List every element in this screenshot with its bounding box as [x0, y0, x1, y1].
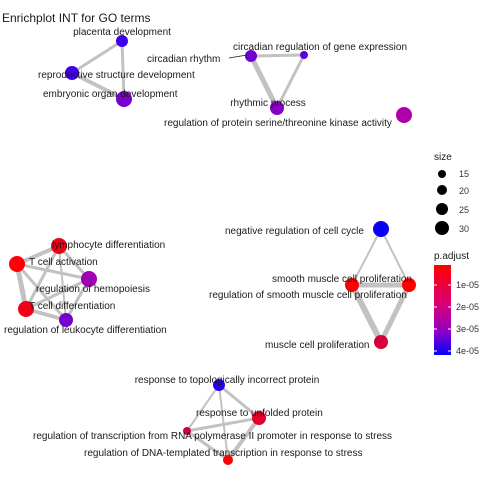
node-label-smcp: smooth muscle cell proliferation: [272, 274, 412, 285]
node-repro: [65, 66, 79, 80]
edge-topo-dnatx: [218, 384, 229, 461]
size-legend-dot-20: [437, 185, 447, 195]
edge-repro-embryonic: [70, 71, 126, 101]
edge-lymph-leuko: [58, 245, 67, 321]
label-leader-line: [228, 54, 248, 59]
padj-tick-1e-05: 1e-05: [456, 280, 479, 290]
node-rhythmic: [270, 101, 284, 115]
edge-hemo-tdiff: [24, 277, 91, 311]
padj-tick-3e-05: 3e-05: [456, 324, 479, 334]
node-label-circadian: circadian rhythm: [147, 54, 220, 65]
node-smcp: [345, 278, 359, 292]
padj-tick-4e-05: 4e-05: [456, 346, 479, 356]
node-label-tact: T cell activation: [29, 257, 98, 268]
node-negcc: [373, 221, 389, 237]
node-label-unfolded: response to unfolded protein: [196, 408, 323, 419]
size-legend-label-20: 20: [459, 186, 469, 196]
node-label-repro: reproductive structure development: [38, 70, 195, 81]
edge-unfolded-dnatx: [226, 416, 261, 462]
edge-placenta-repro: [70, 39, 124, 75]
edge-unfolded-rnapol: [185, 416, 261, 433]
node-label-mcp: muscle cell proliferation: [265, 340, 370, 351]
edge-topo-unfolded: [217, 383, 261, 420]
size-legend-label-15: 15: [459, 169, 469, 179]
label-layer: placenta development reproductive structu…: [4, 27, 412, 459]
node-regsmcp: [402, 278, 416, 292]
edge-topo-rnapol: [186, 384, 220, 432]
node-mcp: [374, 335, 388, 349]
node-hemo: [81, 271, 97, 287]
node-label-rhythmic: rhythmic process: [230, 98, 306, 109]
node-leuko: [59, 313, 73, 327]
node-label-kinase: regulation of protein serine/threonine k…: [164, 118, 392, 129]
node-label-embryonic: embryonic organ development: [43, 89, 178, 100]
node-label-circgene: circadian regulation of gene expression: [233, 42, 407, 53]
edge-rnapol-dnatx: [185, 429, 230, 462]
padj-legend: p.adjust 1e-05 2e-05 3e-05 4e-05: [434, 251, 479, 356]
node-label-regsmcp: regulation of smooth muscle cell prolife…: [209, 290, 407, 301]
edge-tact-hemo: [15, 262, 91, 281]
size-legend-dot-25: [436, 203, 448, 215]
node-placenta: [116, 35, 128, 47]
node-unfolded: [252, 411, 266, 425]
node-label-negcc: negative regulation of cell cycle: [225, 226, 364, 237]
edge-negcc-regsmcp: [380, 228, 410, 286]
node-layer: [9, 35, 416, 465]
node-embryonic: [116, 91, 132, 107]
node-label-lymph: lymphocyte differentiation: [52, 240, 165, 251]
node-tact: [9, 256, 25, 272]
node-label-tdiff: T cell differentiation: [29, 301, 115, 312]
node-label-topo: response to topologically incorrect prot…: [135, 375, 320, 386]
node-circadian: [245, 50, 257, 62]
padj-colorbar: [434, 265, 451, 355]
node-label-hemo: regulation of hemopoiesis: [36, 284, 150, 295]
edge-placenta-embryonic: [120, 39, 126, 101]
size-legend-label-25: 25: [459, 205, 469, 215]
node-topo: [213, 379, 225, 391]
size-legend-label-30: 30: [459, 224, 469, 234]
node-tdiff: [18, 301, 34, 317]
edge-negcc-smcp: [351, 228, 382, 286]
node-circgene: [300, 51, 308, 59]
size-legend-title: size: [434, 152, 452, 163]
plot-title: Enrichplot INT for GO terms: [2, 11, 150, 25]
edge-tact-leuko: [15, 262, 68, 322]
size-legend-dot-30: [435, 221, 449, 235]
edge-smcp-mcp: [349, 282, 384, 345]
padj-legend-title: p.adjust: [434, 251, 469, 262]
node-kinase: [396, 107, 412, 123]
node-rnapol: [183, 427, 191, 435]
node-dnatx: [223, 455, 233, 465]
node-label-leuko: regulation of leukocyte differentiation: [4, 325, 167, 336]
node-label-placenta: placenta development: [73, 27, 171, 38]
node-label-rnapol: regulation of transcription from RNA pol…: [33, 431, 392, 442]
edge-circadian-circgene: [249, 53, 306, 58]
size-legend: size 15 20 25 30: [434, 152, 469, 235]
node-label-dnatx: regulation of DNA-templated transcriptio…: [84, 448, 362, 459]
edge-circadian-rhythmic: [248, 53, 280, 111]
edge-lymph-tdiff: [24, 244, 61, 311]
edge-regsmcp-mcp: [378, 282, 412, 345]
padj-tick-2e-05: 2e-05: [456, 302, 479, 312]
size-legend-dot-15: [438, 170, 446, 178]
edge-circgene-rhythmic: [275, 53, 306, 110]
node-lymph: [51, 238, 67, 254]
